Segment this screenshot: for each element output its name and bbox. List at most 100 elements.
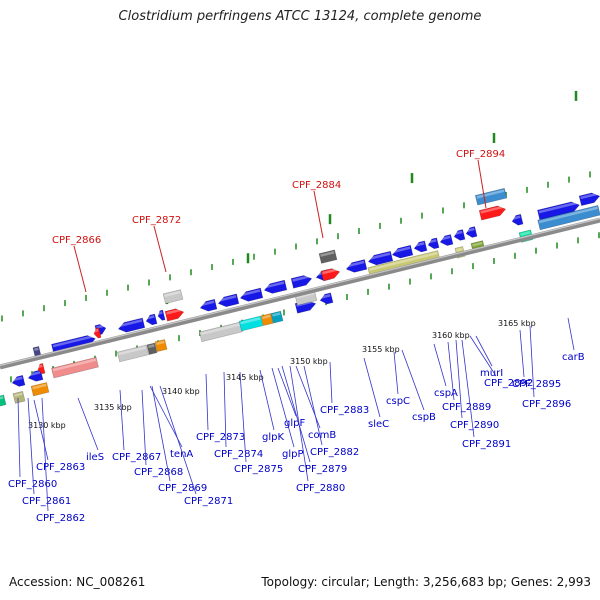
axis-highlight — [0, 217, 600, 367]
gene-feature — [30, 382, 50, 397]
leader-line — [567, 317, 575, 351]
gene-feature — [367, 250, 394, 266]
gene-feature — [427, 237, 440, 250]
scale-label: 3130 kbp — [28, 421, 66, 430]
gene-feature — [93, 327, 102, 339]
leader-line — [73, 245, 87, 293]
gene-label: cspB — [412, 412, 436, 423]
gene-label: CPF_2873 — [196, 432, 245, 443]
gene-feature — [263, 279, 288, 294]
gene-feature — [157, 309, 166, 321]
leader-line — [455, 339, 463, 419]
leader-line — [277, 367, 297, 417]
gene-feature — [270, 310, 284, 324]
leader-line — [27, 397, 35, 495]
leader-line — [469, 335, 497, 377]
gene-label: sleC — [368, 419, 389, 430]
gene-feature — [51, 356, 99, 379]
gene-label: tenA — [170, 449, 193, 460]
gene-feature — [116, 344, 150, 363]
gene-feature — [199, 321, 243, 343]
leader-line — [33, 399, 49, 461]
gene-label: glpF — [284, 418, 305, 429]
highlighted-gene-label: CPF_2866 — [52, 235, 101, 246]
gene-feature — [320, 268, 341, 282]
topology-text: Topology: circular; Length: 3,256,683 bp… — [261, 575, 591, 589]
gene-feature — [290, 274, 313, 289]
gene-label: CPF_2882 — [310, 447, 359, 458]
gene-feature — [199, 298, 218, 312]
genome-title: Clostridium perfringens ATCC 13124, comp… — [118, 9, 482, 24]
gene-label: CPF_2883 — [320, 405, 369, 416]
gene-label: CPF_2871 — [184, 496, 233, 507]
gene-label: comB — [308, 430, 336, 441]
gene-feature — [413, 240, 428, 253]
gene-label: CPF_2890 — [450, 420, 499, 431]
gene-feature — [37, 363, 46, 375]
gene-label: CPF_2875 — [234, 464, 283, 475]
leader-line — [151, 385, 171, 482]
scale-label: 3150 kbp — [290, 357, 328, 366]
gene-feature — [164, 308, 185, 322]
leader-line — [519, 329, 525, 378]
highlighted-gene-label: CPF_2894 — [456, 149, 505, 160]
gene-label: CPF_2860 — [8, 479, 57, 490]
gene-label: CPF_2867 — [112, 452, 161, 463]
gene-feature — [217, 293, 240, 308]
leader-line — [433, 343, 447, 387]
gene-label: CPF_2892 — [484, 378, 533, 389]
gene-feature — [511, 213, 524, 226]
gene-feature — [162, 289, 184, 304]
gene-label: CPF_2868 — [134, 467, 183, 478]
gene-label: cspC — [386, 396, 410, 407]
leader-line — [141, 389, 147, 466]
gene-label: CPF_2862 — [36, 513, 85, 524]
gene-label: cspA — [434, 388, 458, 399]
gene-feature — [474, 187, 508, 206]
gene-label: CPF_2896 — [522, 399, 571, 410]
leader-line — [477, 159, 487, 209]
leader-line — [159, 385, 197, 495]
gene-feature — [465, 226, 478, 238]
leader-line — [401, 349, 425, 411]
accession-text: Accession: NC_008261 — [9, 575, 146, 589]
gene-feature — [578, 192, 600, 207]
gene-label: CPF_2895 — [512, 379, 561, 390]
gene-feature — [345, 259, 368, 273]
gene-feature — [0, 394, 7, 408]
gene-label: CPF_2863 — [36, 462, 85, 473]
gene-feature — [319, 292, 334, 305]
gene-feature — [146, 342, 158, 355]
gene-feature — [154, 339, 168, 352]
scale-labels: 3130 kbp 3135 kbp 3140 kbp 3145 kbp 3150 kbp… — [28, 319, 536, 430]
gene-label: CPF_2861 — [22, 496, 71, 507]
leader-line — [529, 325, 535, 398]
gene-feature — [453, 229, 466, 241]
gene-feature — [439, 234, 454, 246]
leader-line — [329, 361, 333, 404]
leader-line — [41, 397, 49, 512]
gene-label: CPF_2869 — [158, 483, 207, 494]
gene-feature — [391, 244, 414, 259]
gene-label: murI — [480, 368, 503, 379]
gene-feature — [238, 315, 264, 332]
highlighted-gene-label: CPF_2872 — [132, 215, 181, 226]
scale-label: 3140 kbp — [162, 387, 200, 396]
gene-feature — [117, 317, 146, 333]
leader-line — [223, 371, 227, 448]
gene-feature — [12, 390, 26, 404]
leader-line — [17, 397, 21, 478]
gene-features — [0, 187, 600, 408]
scale-label: 3155 kbp — [362, 345, 400, 354]
scale-label: 3145 kbp — [226, 373, 264, 382]
leader-line — [281, 365, 311, 463]
leader-line — [447, 341, 455, 401]
gene-label: ileS — [86, 452, 104, 463]
gene-feature — [478, 205, 507, 221]
scale-label: 3165 kbp — [498, 319, 536, 328]
leader-line — [475, 335, 493, 367]
gene-feature — [537, 204, 600, 231]
gene-feature — [318, 249, 338, 264]
gene-label: carB — [562, 352, 585, 363]
gene-label: CPF_2874 — [214, 449, 263, 460]
